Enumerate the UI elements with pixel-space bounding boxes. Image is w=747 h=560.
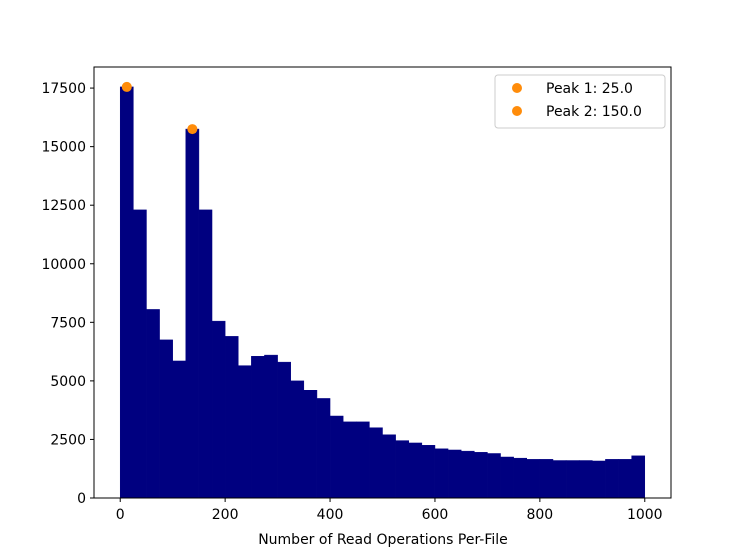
x-tick-label: 1000 [627, 507, 663, 523]
histogram-bar [487, 453, 501, 499]
histogram-bar [342, 421, 357, 499]
histogram-bar [500, 456, 514, 499]
histogram-bar [474, 452, 488, 499]
legend-label-peak-1: Peak 1: 25.0 [546, 81, 633, 97]
histogram-bar [277, 361, 291, 499]
x-tick-label: 0 [116, 507, 125, 523]
histogram-bar [421, 445, 436, 499]
histogram-bar [172, 360, 187, 499]
y-tick-label: 7500 [50, 315, 86, 331]
histogram-bar [211, 320, 226, 499]
histogram-bar [133, 209, 147, 499]
peak-marker-1 [121, 81, 132, 92]
histogram-bar [185, 128, 200, 499]
histogram-bar [238, 365, 252, 499]
plot-area-frame [93, 66, 672, 499]
histogram-bar [526, 459, 541, 499]
y-tick-label: 17500 [41, 81, 86, 97]
y-tick-label: 0 [77, 491, 86, 507]
histogram-bar [605, 459, 619, 499]
histogram-bar [552, 460, 567, 499]
histogram-bar [513, 457, 527, 499]
y-tick-label: 2500 [50, 432, 86, 448]
y-tick-label: 12500 [41, 198, 86, 214]
histogram-bar [198, 209, 213, 499]
peak-marker-2 [187, 124, 198, 135]
histogram-bar [460, 450, 475, 499]
histogram-bar [316, 398, 331, 499]
histogram-bar [592, 460, 606, 499]
histogram-bar [408, 442, 423, 499]
x-tick-label: 800 [526, 507, 553, 523]
histogram-bar [329, 415, 344, 499]
histogram-bar [224, 336, 239, 499]
legend-label-peak-2: Peak 2: 150.0 [546, 104, 642, 120]
legend-box [494, 74, 666, 129]
y-tick-label: 5000 [50, 374, 86, 390]
histogram-bar [119, 86, 134, 499]
x-axis-ticks: 0 200 400 600 800 1000 [116, 498, 663, 523]
histogram-bar [159, 339, 173, 499]
legend: Peak 1: 25.0 Peak 2: 150.0 [494, 74, 666, 129]
legend-marker-peak-2 [512, 106, 522, 116]
histogram-bar [264, 354, 278, 499]
histogram-bar [539, 459, 554, 499]
legend-marker-peak-1 [512, 83, 522, 93]
y-tick-label: 10000 [41, 257, 86, 273]
histogram-bar [369, 427, 383, 499]
x-tick-label: 200 [212, 507, 239, 523]
histogram-bar [146, 309, 160, 499]
x-tick-label: 600 [422, 507, 449, 523]
peak-markers [121, 81, 198, 135]
histogram-bar [303, 390, 318, 499]
histogram-bar [578, 460, 593, 499]
y-axis-ticks: 0 2500 5000 7500 10000 12500 15000 17500 [41, 81, 94, 507]
histogram-bar [356, 421, 370, 499]
histogram-bar [565, 460, 580, 499]
x-tick-label: 400 [317, 507, 344, 523]
histogram-bar [447, 449, 462, 499]
histogram-bar [290, 380, 305, 499]
histogram-bar [251, 356, 265, 499]
histogram-bar [618, 459, 632, 499]
histogram-bar [382, 434, 396, 499]
y-tick-label: 15000 [41, 140, 86, 156]
histogram-bar [395, 440, 409, 499]
histogram-bar [434, 448, 449, 499]
x-axis-title: Number of Read Operations Per-File [258, 532, 508, 548]
histogram-bars [119, 86, 646, 499]
histogram-bar [631, 455, 646, 499]
